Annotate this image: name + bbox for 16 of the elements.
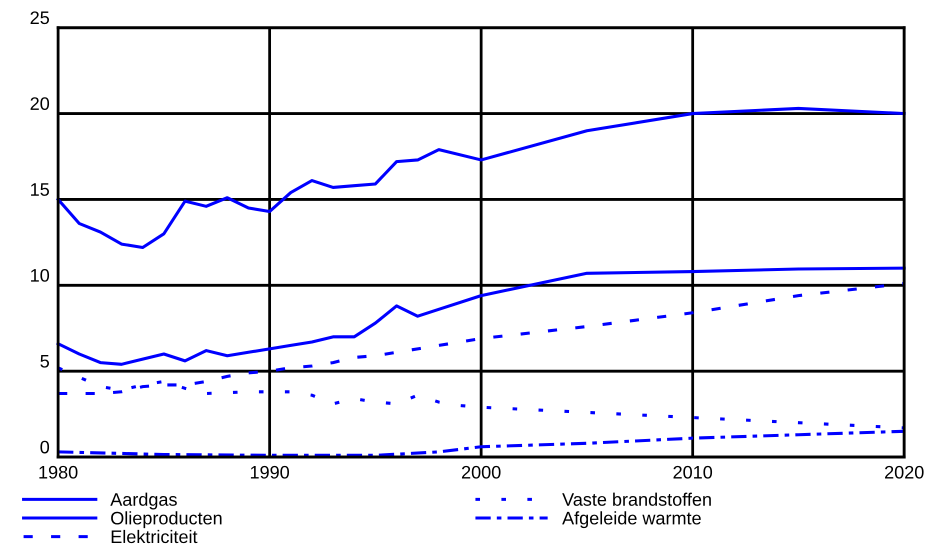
y-tick-label: 0 [40, 440, 50, 454]
legend-label: Vaste brandstoffen [562, 492, 711, 506]
y-tick-label: 20 [30, 97, 50, 110]
legend-label: Olieproducten [111, 511, 222, 528]
x-tick-label: 1990 [250, 466, 289, 479]
legend-label: Elektriciteit [112, 530, 198, 544]
legend-label: Aardgas [110, 492, 177, 510]
x-tick-label: 2010 [674, 466, 712, 479]
y-tick-label: 15 [31, 183, 50, 196]
x-tick-label: 1980 [39, 466, 78, 479]
y-tick-label: 25 [30, 11, 50, 24]
y-tick-label: 5 [40, 355, 50, 368]
x-tick-label: 2000 [462, 466, 501, 479]
x-tick-label: 2020 [885, 466, 924, 479]
y-tick-label: 10 [31, 268, 50, 282]
legend-label: Afgeleide warmte [562, 511, 701, 528]
